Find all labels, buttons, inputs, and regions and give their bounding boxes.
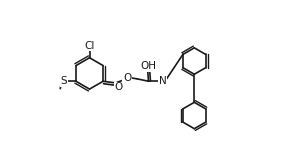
- Text: O: O: [123, 73, 131, 83]
- Text: OH: OH: [140, 61, 156, 71]
- Text: N: N: [159, 76, 166, 86]
- Text: S: S: [61, 76, 67, 86]
- Text: O: O: [114, 82, 123, 92]
- Text: Cl: Cl: [84, 41, 95, 51]
